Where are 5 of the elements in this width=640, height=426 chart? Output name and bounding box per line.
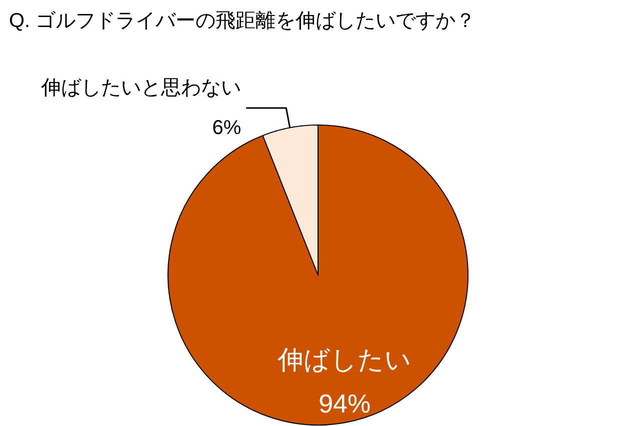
- slice-label: 伸ばしたいと思わない: [40, 77, 242, 100]
- data-label: 94%: [318, 388, 371, 419]
- chart-title: Q. ゴルフドライバーの飛距離を伸ばしたいですか？: [9, 10, 476, 32]
- data-label: 6%: [212, 117, 242, 140]
- slice-label: 伸ばしたい: [276, 344, 412, 375]
